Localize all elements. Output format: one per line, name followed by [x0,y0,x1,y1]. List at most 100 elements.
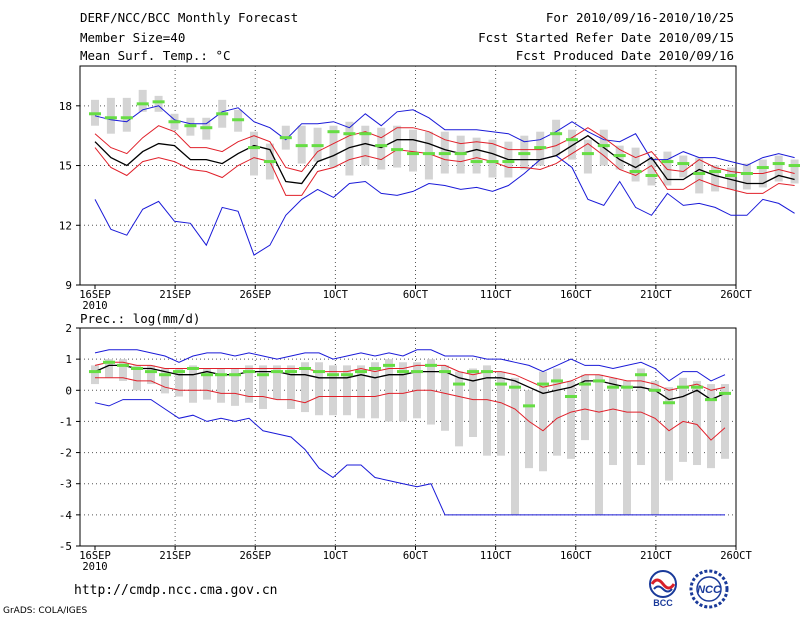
y-tick-label: 18 [59,100,72,113]
median-mark [693,172,706,176]
median-mark [131,366,143,370]
y-tick-label: -5 [59,540,72,553]
ensemble-box [679,155,688,178]
ensemble-box [651,380,659,515]
median-mark [397,370,409,374]
y-tick-label: 2 [65,322,72,335]
plot-frame [79,327,737,547]
median-mark [187,366,199,370]
median-mark [613,154,626,158]
median-mark [481,370,493,374]
median-mark [355,370,367,374]
median-mark [279,136,292,140]
median-mark [327,373,339,377]
year-label: 2010 [82,300,107,312]
ensemble-box [707,384,715,469]
ensemble-box [273,365,281,400]
ensemble-box [790,159,799,184]
median-mark [649,388,661,392]
ensemble-box [472,137,481,174]
x-tick-label: 21SEP [159,289,191,301]
median-mark [232,118,245,122]
ensemble-box [774,155,783,182]
median-mark [159,373,171,377]
median-mark [645,174,658,177]
ensemble-box [189,365,197,403]
y-tick-label: 15 [59,160,72,173]
median-mark [383,363,395,367]
ensemble-box [343,365,351,416]
median-mark [495,382,507,386]
ensemble-box [679,377,687,462]
ensemble-box [631,147,640,182]
median-mark [470,160,483,164]
ensemble-box [693,380,701,466]
median-mark [719,391,731,395]
x-tick-label: 16OCT [560,550,592,562]
median-mark [243,370,255,374]
ensemble-box [231,368,239,406]
ensemble-box [217,368,225,403]
median-mark [248,146,260,150]
ensemble-box [511,377,519,515]
median-mark [407,152,419,156]
ensemble-box [488,139,497,178]
median-mark [327,130,340,134]
ensemble-box [727,167,735,190]
ensemble-box [483,365,491,456]
ensemble-box [663,151,672,186]
grads-credit: GrADS: COLA/IGES [3,606,88,616]
median-mark [502,160,515,164]
ensemble-box [721,384,729,459]
median-mark [593,379,605,383]
median-mark [271,370,283,374]
ensemble-box [175,368,183,397]
ensemble-box [647,157,656,186]
median-mark [523,404,535,408]
median-mark [677,385,689,389]
median-mark [772,162,785,166]
ensemble-box [637,368,645,466]
median-mark [661,160,674,164]
ensemble-box [393,125,402,168]
ensemble-box [615,145,624,170]
x-tick-label: 11OCT [480,289,512,301]
ensemble-mean-line [94,364,726,401]
median-mark [551,379,563,383]
x-tick-label: 21OCT [640,289,672,301]
median-mark [756,166,769,170]
ensemble-box [539,371,547,472]
median-mark [509,385,521,389]
median-mark [184,124,197,128]
member-size: Member Size=40 [80,30,186,45]
x-tick-label: 21OCT [640,550,672,562]
ensemble-box [250,131,258,176]
median-mark [425,363,437,367]
x-tick-label: 6OCT [403,289,429,301]
forecast-period: For 2010/09/16-2010/10/25 [545,10,734,25]
median-mark [89,370,101,374]
ensemble-box [427,359,435,425]
ensemble-box [695,157,704,194]
y-tick-label: -4 [59,509,73,522]
ensemble-box [568,129,576,160]
median-mark [295,144,308,148]
median-mark [104,116,117,120]
ensemble-box [357,365,365,419]
median-mark [311,144,324,148]
lower-spread-line [95,377,726,441]
y-tick-label: 1 [65,353,72,366]
chart-title: DERF/NCC/BCC Monthly Forecast [80,10,299,25]
source-url[interactable]: http://cmdp.ncc.cma.gov.cn [74,583,278,598]
variable-label: Mean Surf. Temp.: °C [80,48,231,63]
ensemble-box [245,365,253,403]
median-mark [173,370,185,374]
ensemble-box [742,163,751,190]
median-mark [663,401,675,405]
median-mark [216,112,229,116]
y-tick-label: -1 [59,415,72,428]
ensemble-box [329,365,337,416]
median-mark [579,382,591,386]
year-label: 2010 [82,561,107,573]
